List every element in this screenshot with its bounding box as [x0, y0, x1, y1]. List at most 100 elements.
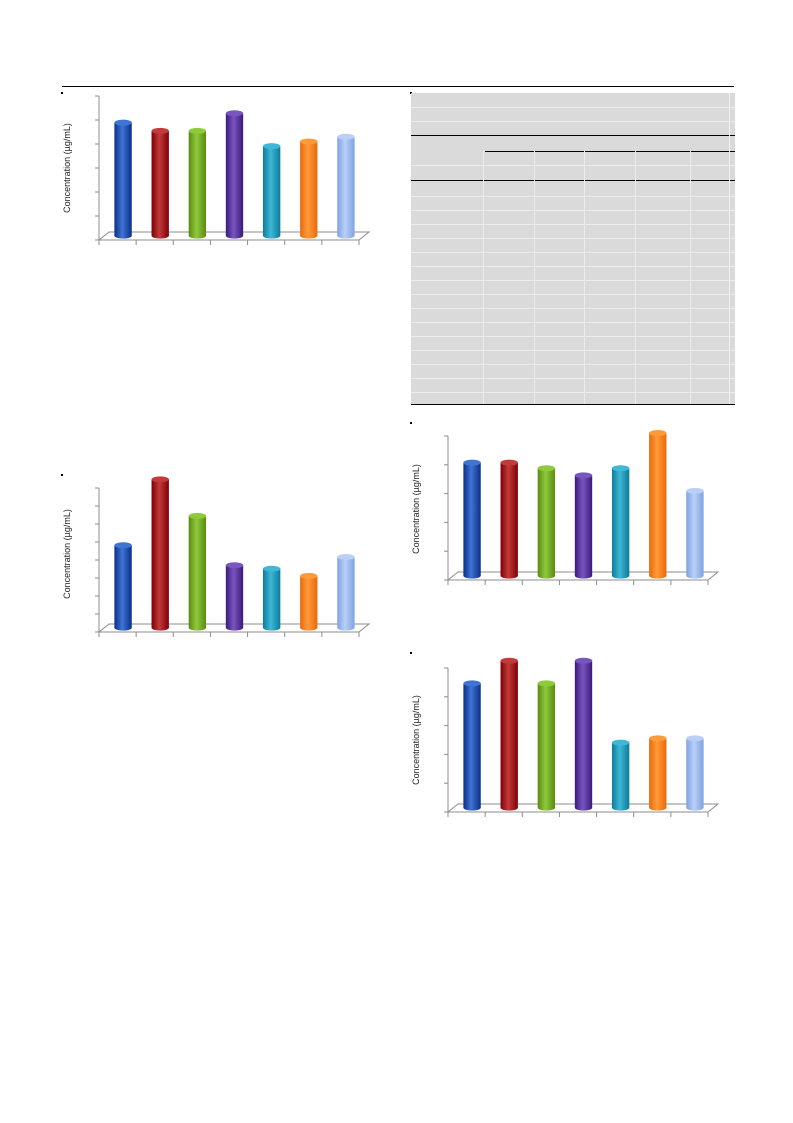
- table-row-divider: [411, 266, 735, 267]
- bar-chart-3: Concentration (µg/mL): [411, 429, 720, 585]
- bar-cap: [649, 735, 667, 742]
- table-row-divider: [411, 224, 735, 225]
- bar-cap: [337, 133, 355, 140]
- floor-line: [447, 803, 720, 813]
- data-table: [411, 93, 735, 405]
- bar: [262, 565, 281, 631]
- bar-cap: [188, 127, 207, 134]
- bar-cap: [686, 735, 704, 742]
- bar: [649, 429, 667, 579]
- bar-cap: [151, 127, 169, 134]
- bar: [574, 472, 593, 579]
- table-header-divider: [411, 165, 735, 166]
- bar-cap: [300, 138, 318, 145]
- bar-cap: [262, 143, 281, 150]
- bar: [463, 680, 481, 811]
- table-row-divider: [411, 336, 735, 337]
- bar-body: [188, 130, 207, 239]
- bar-cap: [500, 459, 518, 466]
- bar-body: [300, 575, 318, 631]
- bar-cap: [574, 657, 593, 664]
- bar-chart-1: Concentration (µg/mL): [62, 95, 371, 245]
- bar: [151, 127, 169, 239]
- bar-body: [500, 462, 518, 579]
- y-axis-label: Concentration (µg/mL): [411, 464, 421, 554]
- bar-body: [463, 683, 481, 811]
- bar-body: [500, 660, 518, 811]
- bar-body: [114, 122, 132, 239]
- table-column-divider: [690, 151, 691, 404]
- table-rule: [411, 404, 735, 405]
- bar-cap: [500, 657, 518, 664]
- bar-chart-2: Concentration (µg/mL): [62, 476, 371, 637]
- figure-marker: [410, 652, 412, 654]
- bar-cap: [188, 512, 207, 519]
- floor-line: [447, 571, 720, 581]
- bar: [300, 138, 318, 239]
- table-row-divider: [411, 322, 735, 323]
- bar-body: [537, 683, 556, 811]
- table-column-divider: [483, 151, 484, 404]
- bar-body: [611, 468, 630, 579]
- bar-cap: [463, 459, 481, 466]
- bar: [686, 735, 704, 811]
- bar: [188, 127, 207, 239]
- bar-cap: [114, 119, 132, 126]
- figure-marker: [410, 422, 412, 424]
- bar: [537, 465, 556, 579]
- table-rule: [411, 180, 735, 181]
- bar: [500, 459, 518, 579]
- bar-body: [151, 130, 169, 239]
- bar-body: [300, 141, 318, 239]
- table-header-divider: [411, 107, 735, 108]
- table-rule: [411, 135, 735, 136]
- bar: [225, 562, 244, 631]
- page-top-rule: [62, 86, 734, 87]
- bar-body: [649, 738, 667, 811]
- bar: [537, 680, 556, 811]
- bar-cap: [225, 562, 244, 569]
- floor-line: [98, 623, 371, 633]
- bar-cap: [225, 110, 244, 117]
- table-row-divider: [411, 378, 735, 379]
- table-row-divider: [411, 210, 735, 211]
- table-row-divider: [411, 294, 735, 295]
- bar-body: [463, 462, 481, 579]
- bar-body: [574, 475, 593, 579]
- table-column-divider: [584, 151, 585, 404]
- bar-body: [686, 490, 704, 579]
- bar-cap: [611, 465, 630, 472]
- bar: [500, 657, 518, 811]
- bar-body: [337, 557, 355, 631]
- bar-cap: [114, 542, 132, 549]
- bar: [649, 735, 667, 811]
- bar-cap: [151, 476, 169, 483]
- bar: [611, 465, 630, 579]
- bar-cap: [537, 680, 556, 687]
- table-row-divider: [411, 238, 735, 239]
- table-column-divider: [534, 151, 535, 404]
- bar: [188, 512, 207, 631]
- bar: [114, 119, 132, 239]
- bar: [300, 572, 318, 631]
- table-row-divider: [411, 364, 735, 365]
- bar-cap: [611, 739, 630, 746]
- bar-body: [574, 660, 593, 811]
- bar-cap: [300, 572, 318, 579]
- bar-body: [337, 136, 355, 239]
- bar-body: [262, 146, 281, 239]
- table-rule: [485, 151, 735, 152]
- bar-cap: [686, 487, 704, 494]
- y-axis-label: Concentration (µg/mL): [62, 509, 72, 599]
- bar-cap: [463, 680, 481, 687]
- bar-cap: [337, 554, 355, 560]
- bar: [114, 542, 132, 631]
- bar-body: [151, 479, 169, 631]
- bar-body: [188, 515, 207, 631]
- bar-body: [611, 742, 630, 811]
- bar-body: [114, 545, 132, 631]
- table-row-divider: [411, 252, 735, 253]
- bar-cap: [262, 565, 281, 572]
- table-row-divider: [411, 280, 735, 281]
- bar-cap: [649, 429, 667, 436]
